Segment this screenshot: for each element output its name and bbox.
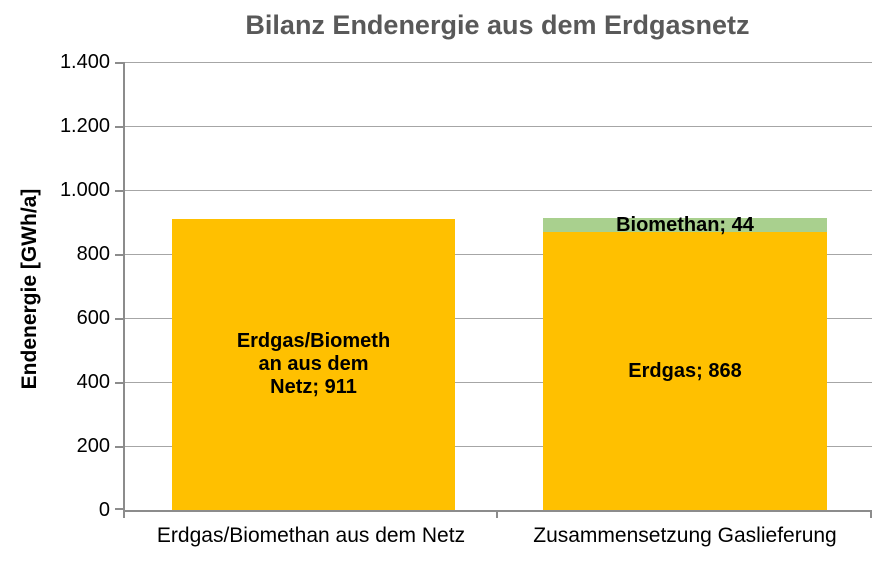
x-axis-tick <box>870 510 872 518</box>
x-axis-tick <box>123 510 125 518</box>
chart-title: Bilanz Endenergie aus dem Erdgasnetz <box>245 10 750 40</box>
bar-segment-biomethan-44[interactable]: Biomethan; 44 <box>543 214 827 236</box>
gridline <box>125 254 872 255</box>
y-axis-tick <box>115 62 123 64</box>
bar-segment-erdgas-biomethan-911[interactable]: Erdgas/Biometh an aus dem Netz; 911 <box>172 218 455 510</box>
data-label-biomethan: Biomethan; 44 <box>616 213 754 236</box>
bar-erdgas-biomethan-aus-dem-netz[interactable]: Erdgas/Biometh an aus dem Netz; 911 <box>172 218 455 510</box>
data-label-line: Netz; 911 <box>270 375 357 398</box>
bar-segment-erdgas-868[interactable]: Erdgas; 868 <box>543 232 827 510</box>
gridline <box>125 126 872 127</box>
plot-area: Erdgas/Biometh an aus dem Netz; 911 Erdg… <box>123 62 872 512</box>
y-axis-tick-label: 600 <box>76 307 110 329</box>
y-axis-tick-label: 400 <box>76 371 110 393</box>
bar-zusammensetzung-gaslieferung[interactable]: Erdgas; 868 Biomethan; 44 <box>543 214 827 510</box>
y-axis-tick <box>115 382 123 384</box>
data-label-erdgas-biomethan: Erdgas/Biometh an aus dem Netz; 911 <box>237 330 390 399</box>
gridline <box>125 62 872 63</box>
data-label-line: Erdgas/Biometh <box>236 329 391 352</box>
gridline <box>125 382 872 383</box>
y-axis-title: Endenergie [GWh/a] <box>18 188 41 390</box>
y-axis-tick <box>115 126 123 128</box>
y-axis-tick <box>115 254 123 256</box>
data-label-line: an aus dem <box>258 352 369 375</box>
y-axis-tick <box>115 446 123 448</box>
data-label-erdgas: Erdgas; 868 <box>628 359 742 382</box>
y-axis-tick <box>115 508 123 510</box>
gridline <box>125 446 872 447</box>
y-axis-tick-label: 1.000 <box>59 179 110 201</box>
y-axis-tick <box>115 190 123 192</box>
y-axis-tick-label: 1.200 <box>59 115 110 137</box>
y-axis-tick <box>115 318 123 320</box>
x-axis-tick <box>496 510 498 518</box>
y-axis-tick-label: 800 <box>76 243 110 265</box>
y-axis-tick-label: 0 <box>98 499 110 521</box>
x-category-label-erdgas-biomethan: Erdgas/Biomethan aus dem Netz <box>156 524 466 547</box>
x-category-label-zusammensetzung: Zusammensetzung Gaslieferung <box>533 524 837 547</box>
y-axis-tick-label: 200 <box>76 435 110 457</box>
gridline <box>125 190 872 191</box>
y-axis-tick-label: 1.400 <box>59 51 110 73</box>
gridline <box>125 318 872 319</box>
